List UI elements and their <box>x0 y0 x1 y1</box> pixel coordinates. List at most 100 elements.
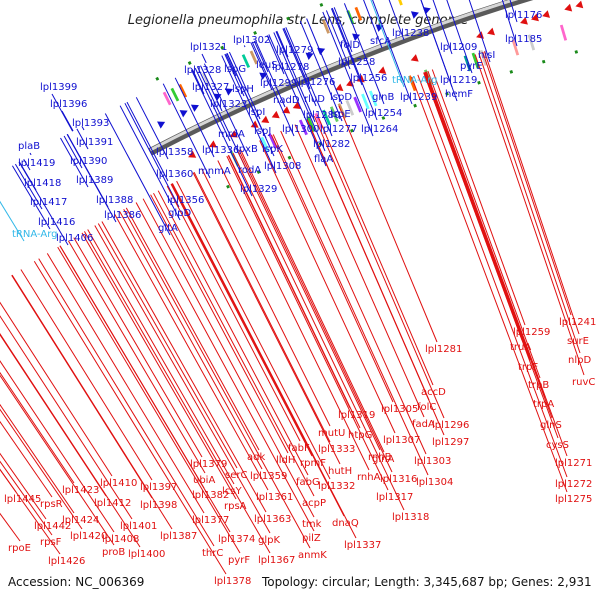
feature-block <box>170 87 180 102</box>
gene-label: hutH <box>328 466 352 477</box>
gene-label: cysS <box>546 440 569 451</box>
genome-backbone <box>148 0 534 156</box>
feature-block <box>241 54 251 69</box>
gene-label: lpl1277 <box>320 124 357 135</box>
gene-arrow <box>157 121 166 129</box>
leader-line <box>343 3 385 105</box>
feature-block <box>256 170 261 174</box>
gene-label: lpl1393 <box>72 118 109 129</box>
gene-label: lpl1319 <box>338 410 375 421</box>
feature-block <box>187 61 192 65</box>
gene-label: lpl1377 <box>192 515 229 526</box>
gene-label: lpl1337 <box>344 540 381 551</box>
gene-label: ubiA <box>193 475 215 486</box>
gene-label: trpA <box>533 399 554 410</box>
gene-arrow <box>487 27 495 36</box>
leader-line <box>217 160 370 471</box>
leader-line <box>285 27 333 137</box>
feature-block <box>445 92 449 96</box>
leader-line <box>417 74 568 478</box>
leader-line <box>0 468 61 555</box>
gene-label: pilZ <box>302 533 321 544</box>
leader-line <box>38 258 215 547</box>
leader-line <box>81 125 85 131</box>
gene-label: rpsR <box>40 499 63 510</box>
gene-label: fabG <box>296 477 320 488</box>
gene-label: lpl1442 <box>34 521 71 532</box>
gene-label: rnhB <box>368 452 392 463</box>
gene-label: lpl1328 <box>184 65 221 76</box>
leader-line <box>0 200 25 242</box>
leader-line <box>370 0 405 88</box>
leader-line <box>51 93 74 132</box>
feature-tracks <box>155 0 584 189</box>
gene-label: fabF <box>288 443 310 454</box>
leader-line <box>0 360 115 533</box>
gene-label: lpl1297 <box>432 437 469 448</box>
leader-line <box>176 180 331 480</box>
leader-line <box>427 70 541 379</box>
gene-label: glpK <box>258 535 280 546</box>
gene-label: lpl1358 <box>156 147 193 158</box>
gene-label: nadD <box>273 95 300 106</box>
label-leader-lines <box>0 0 585 575</box>
gene-arrow <box>190 104 199 112</box>
leader-line <box>57 246 241 554</box>
gene-label: lpl1387 <box>160 531 197 542</box>
gene-label: glnB <box>372 92 394 103</box>
leader-line <box>271 134 394 403</box>
feature-block <box>162 91 172 106</box>
leader-line <box>81 232 237 500</box>
leader-line <box>478 53 581 354</box>
gene-label: lpl1420 <box>70 531 107 542</box>
gene-arrow <box>422 7 431 15</box>
gene-label: anmK <box>298 550 327 561</box>
feature-block <box>477 80 481 85</box>
leader-line <box>330 8 363 86</box>
leader-line <box>170 183 313 457</box>
feature-block <box>368 90 378 107</box>
gene-label: lpl1360 <box>156 169 193 180</box>
gene-label: lpl1254 <box>365 108 402 119</box>
gene-label: proB <box>102 547 125 558</box>
leader-line <box>221 55 277 174</box>
leader-line <box>201 168 331 427</box>
gene-label: lldH <box>276 455 295 466</box>
gene-label: hemF <box>445 89 473 100</box>
leader-line <box>157 190 309 476</box>
leader-line <box>18 161 69 246</box>
gene-label: trpF <box>518 362 538 373</box>
leader-line <box>266 35 285 75</box>
gene-arrow <box>410 11 419 19</box>
leader-line <box>238 149 393 473</box>
leader-line <box>171 183 345 517</box>
feature-block <box>287 155 292 160</box>
gene-arrow <box>292 101 301 109</box>
leader-line <box>29 152 32 156</box>
leader-line <box>509 0 518 23</box>
feature-block <box>314 112 324 129</box>
gene-label: rnhA <box>357 472 381 483</box>
leader-line <box>46 253 205 514</box>
leader-line <box>255 40 286 108</box>
feature-block <box>286 16 290 21</box>
gene-label: pyrE <box>460 61 483 72</box>
leader-line <box>283 27 311 90</box>
leader-line <box>425 71 568 457</box>
leader-line <box>272 134 429 476</box>
leader-line <box>250 42 273 91</box>
gene-label: lpl1321 <box>190 42 227 53</box>
leader-line <box>0 460 53 536</box>
leader-line <box>333 7 353 53</box>
gene-label: rpsF <box>40 537 62 548</box>
leader-line <box>0 420 53 498</box>
gene-label: lpl1374 <box>218 534 255 545</box>
feature-block <box>413 103 417 108</box>
gene-label: mnmA <box>198 166 231 177</box>
leader-line <box>94 225 271 534</box>
gene-arrow <box>305 52 314 60</box>
gene-arrow <box>229 130 238 138</box>
gene-label: lpl1278 <box>272 62 309 73</box>
gene-label: sfcA <box>370 36 391 47</box>
